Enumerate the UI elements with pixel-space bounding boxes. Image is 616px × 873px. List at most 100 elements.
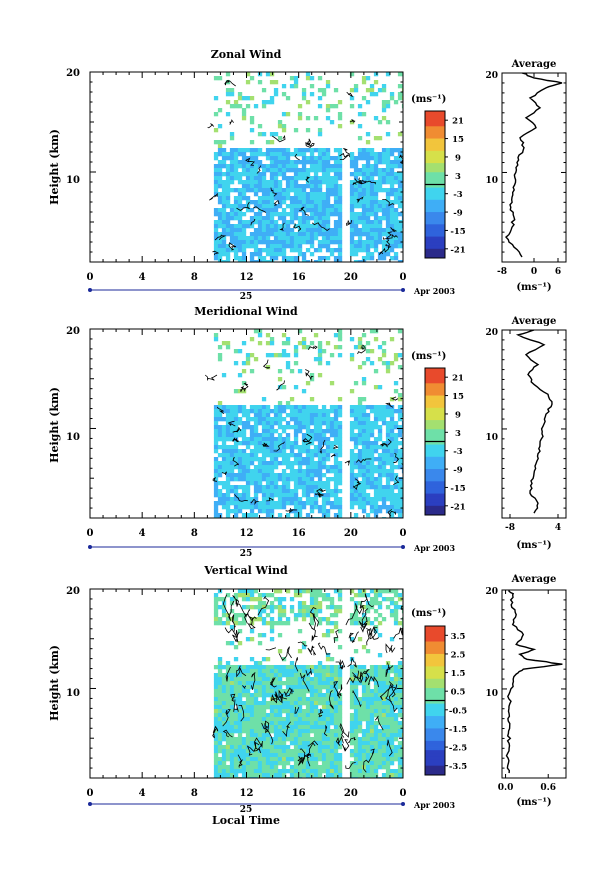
heatmap-cell: [249, 252, 255, 257]
heatmap-cell: [321, 745, 327, 750]
heatmap-cell: [285, 425, 291, 430]
heatmap-cell: [229, 745, 235, 750]
heatmap-cell: [225, 445, 231, 450]
heatmap-cell: [309, 76, 315, 81]
heatmap-cell: [229, 701, 235, 706]
heatmap-cell: [301, 425, 307, 430]
colorbar-segment: [425, 456, 445, 461]
heatmap-cell: [329, 465, 335, 470]
heatmap-cell: [349, 617, 355, 622]
heatmap-cell: [333, 417, 339, 422]
profile-x-label: (ms⁻¹): [516, 797, 551, 808]
heatmap-cell: [261, 765, 267, 770]
heatmap-cell: [361, 80, 367, 85]
heatmap-cell: [225, 753, 231, 758]
heatmap-cell: [349, 72, 355, 77]
heatmap-cell: [389, 465, 395, 470]
heatmap-cell: [241, 593, 247, 598]
heatmap-cell: [301, 765, 307, 770]
heatmap-cell: [261, 493, 267, 498]
heatmap-cell: [289, 473, 295, 478]
colorbar-segment: [425, 147, 445, 152]
heatmap-cell: [397, 673, 403, 678]
heatmap-cell: [373, 681, 379, 686]
heatmap-cell: [401, 437, 403, 442]
heatmap-cell: [397, 461, 403, 466]
heatmap-cell: [333, 773, 339, 778]
heatmap-cell: [325, 633, 331, 638]
heatmap-cell: [385, 481, 391, 486]
heatmap-cell: [321, 509, 327, 514]
heatmap-cell: [357, 425, 363, 430]
heatmap-cell: [373, 757, 379, 762]
heatmap-cell: [297, 341, 303, 346]
heatmap-cell: [261, 745, 267, 750]
heatmap-cell: [361, 729, 367, 734]
heatmap-cell: [289, 160, 295, 165]
heatmap-cell: [237, 721, 243, 726]
heatmap-cell: [257, 236, 263, 241]
profile-ticks: [502, 589, 566, 778]
heatmap-cell: [337, 737, 343, 742]
heatmap-cell: [337, 709, 343, 714]
heatmap-cell: [213, 76, 219, 81]
heatmap-cell: [357, 152, 363, 157]
heatmap-cell: [333, 493, 339, 498]
colorbar-segment: [425, 114, 445, 118]
heatmap-cell: [273, 212, 279, 217]
heatmap-cell: [309, 509, 315, 514]
heatmap-cell: [329, 449, 335, 454]
heatmap-cell: [385, 713, 391, 718]
heatmap-cell: [357, 236, 363, 241]
heatmap-cell: [397, 180, 403, 185]
colorbar-unit: (ms⁻¹): [411, 608, 446, 619]
heatmap-cell: [265, 232, 271, 237]
heatmap-cell: [269, 461, 275, 466]
heatmap-cell: [277, 589, 283, 594]
heatmap-cell: [301, 341, 307, 346]
heatmap-cell: [361, 681, 367, 686]
heatmap-cell: [241, 753, 247, 758]
heatmap-cell: [237, 465, 243, 470]
heatmap-cell: [365, 349, 371, 354]
heatmap-cell: [329, 425, 335, 430]
colorbar-segment: [425, 377, 445, 381]
heatmap-cell: [389, 204, 395, 209]
heatmap-cell: [325, 481, 331, 486]
heatmap-cell: [317, 609, 323, 614]
contour-line: [359, 605, 365, 615]
heatmap-cell: [225, 661, 231, 666]
heatmap-cell: [377, 685, 383, 690]
heatmap-cell: [373, 72, 379, 77]
heatmap-cell: [349, 713, 355, 718]
heatmap-cell: [349, 705, 355, 710]
heatmap-cell: [365, 717, 371, 722]
heatmap-cell: [261, 132, 267, 137]
heatmap-cell: [221, 461, 227, 466]
colorbar-tick-label: -15: [450, 484, 465, 494]
heatmap-cell: [333, 172, 339, 177]
heatmap-cell: [393, 773, 399, 778]
heatmap-cell: [257, 80, 263, 85]
heatmap-cell: [285, 152, 291, 157]
heatmap-cell: [369, 761, 375, 766]
heatmap-cell: [317, 341, 323, 346]
heatmap-cell: [269, 673, 275, 678]
heatmap-cell: [349, 429, 355, 434]
heatmap-cell: [261, 713, 267, 718]
heatmap-cell: [389, 721, 395, 726]
heatmap-cell: [389, 244, 395, 249]
heatmap-cell: [281, 597, 287, 602]
heatmap-cell: [373, 713, 379, 718]
colorbar-segment: [425, 632, 445, 636]
heatmap-cell: [353, 172, 359, 177]
heatmap-cell: [285, 256, 291, 261]
heatmap-cell: [333, 212, 339, 217]
heatmap-cell: [357, 365, 363, 370]
heatmap-cell: [293, 769, 299, 774]
heatmap-cell: [385, 705, 391, 710]
heatmap-cell: [269, 617, 275, 622]
heatmap-cell: [229, 497, 235, 502]
heatmap-cell: [293, 717, 299, 722]
heatmap-cell: [257, 465, 263, 470]
